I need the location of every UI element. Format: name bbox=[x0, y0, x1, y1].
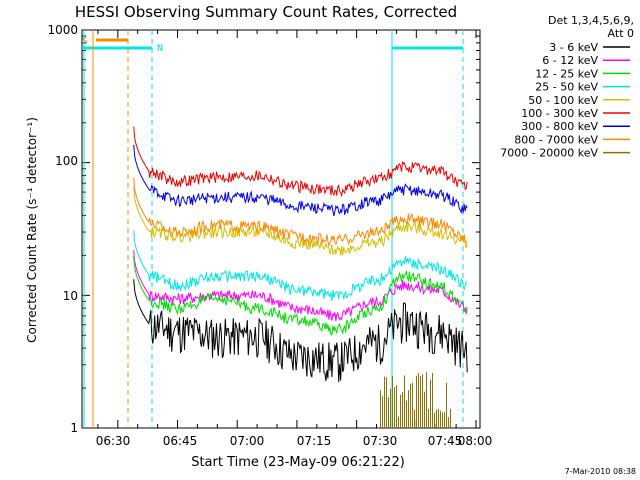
series-group bbox=[133, 126, 468, 428]
legend-label: 100 - 300 keV bbox=[521, 107, 598, 120]
x-tick-label: 06:45 bbox=[163, 434, 198, 448]
night-label: N bbox=[157, 43, 163, 54]
legend-label: 12 - 25 keV bbox=[535, 67, 598, 80]
y-axis-label: Corrected Count Rate (s⁻¹ detector⁻¹) bbox=[25, 117, 39, 343]
attenuator-label: S bbox=[82, 36, 88, 47]
series-line bbox=[133, 279, 468, 383]
series-line bbox=[133, 230, 468, 302]
y-tick-label: 1000 bbox=[47, 23, 78, 37]
legend-label: 800 - 7000 keV bbox=[514, 133, 598, 146]
x-tick-label: 07:15 bbox=[297, 434, 332, 448]
markers: S N bbox=[82, 30, 464, 428]
x-tick-label: 06:30 bbox=[96, 434, 131, 448]
series-line bbox=[133, 177, 468, 248]
legend-label: 6 - 12 keV bbox=[542, 54, 598, 67]
y-tick-label: 100 bbox=[55, 154, 78, 168]
y-tick-label: 10 bbox=[63, 289, 78, 303]
x-tick-label: 07:30 bbox=[363, 434, 398, 448]
x-tick-label: 07:45 bbox=[428, 434, 463, 448]
legend-label: 300 - 800 keV bbox=[521, 120, 598, 133]
date-stamp: 7-Mar-2010 08:38 bbox=[565, 467, 636, 476]
series-line bbox=[133, 255, 468, 336]
legend-label: 7000 - 20000 keV bbox=[500, 147, 598, 160]
legend-header: Att 0 bbox=[608, 27, 634, 40]
x-axis-label: Start Time (23-May-09 06:21:22) bbox=[191, 455, 405, 470]
series-line bbox=[133, 126, 468, 198]
y-tick-label: 1 bbox=[70, 421, 78, 435]
legend-label: 3 - 6 keV bbox=[549, 41, 598, 54]
legend-label: 50 - 100 keV bbox=[528, 94, 598, 107]
series-line bbox=[380, 372, 451, 428]
chart-title: HESSI Observing Summary Count Rates, Cor… bbox=[75, 3, 457, 21]
series-line bbox=[133, 249, 468, 322]
legend-header: Det 1,3,4,5,6,9, bbox=[548, 14, 634, 27]
axis-ticks bbox=[82, 30, 480, 429]
plot-frame bbox=[81, 29, 481, 429]
legend-label: 25 - 50 keV bbox=[535, 81, 598, 94]
x-tick-label: 07:00 bbox=[230, 434, 265, 448]
series-line bbox=[133, 186, 468, 256]
x-tick-label: 08:00 bbox=[458, 434, 493, 448]
series-line bbox=[133, 144, 468, 217]
